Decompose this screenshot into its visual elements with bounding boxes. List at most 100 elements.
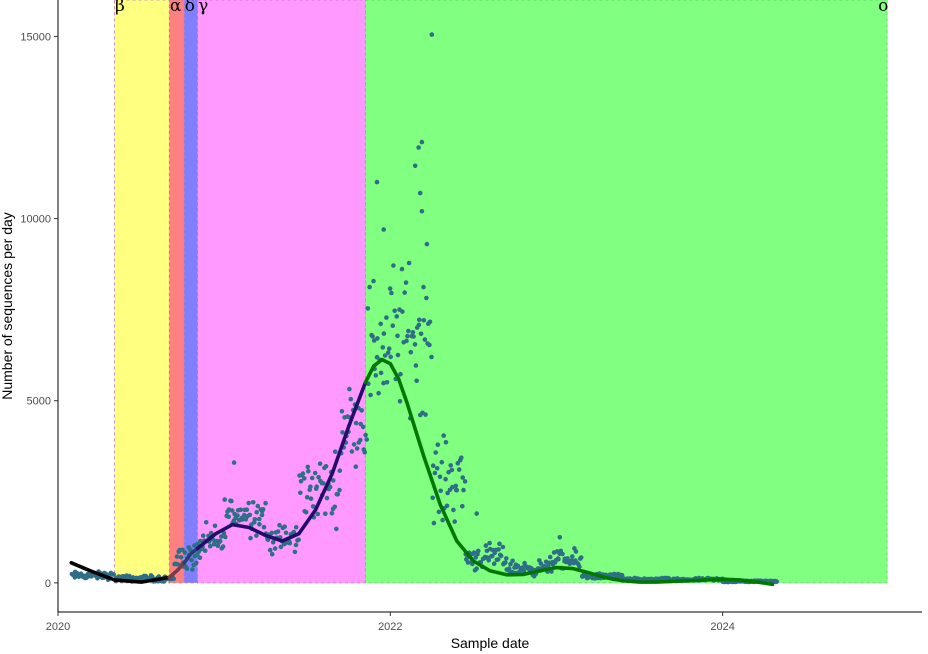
data-point	[282, 524, 288, 529]
data-point	[267, 547, 273, 553]
data-point	[389, 290, 394, 296]
data-point	[385, 350, 391, 356]
data-point	[238, 507, 243, 512]
data-point	[557, 535, 563, 540]
data-point	[231, 460, 237, 465]
data-point	[304, 495, 310, 500]
data-point	[254, 510, 259, 515]
data-point	[292, 549, 298, 555]
data-point	[260, 507, 266, 512]
data-point	[248, 535, 253, 541]
trend-line	[69, 561, 172, 584]
variant-bands	[114, 0, 888, 584]
data-point	[441, 433, 447, 438]
data-point	[395, 333, 400, 339]
data-point	[184, 566, 190, 571]
data-point	[483, 543, 489, 548]
data-point	[263, 500, 268, 506]
data-point	[444, 503, 450, 509]
y-axis-title: Number of sequences per day	[0, 212, 15, 400]
data-point	[395, 352, 401, 358]
variant-band-label: o	[878, 0, 888, 16]
data-point	[394, 314, 400, 319]
data-point	[254, 533, 259, 538]
data-point	[556, 556, 561, 562]
data-point	[429, 32, 435, 37]
data-point	[376, 390, 381, 396]
data-point	[500, 544, 506, 550]
data-point	[421, 318, 427, 323]
data-point	[497, 541, 502, 547]
data-point	[384, 380, 390, 385]
data-point	[220, 544, 226, 549]
trend-line	[195, 380, 368, 551]
data-point	[498, 553, 504, 559]
data-point	[414, 378, 420, 384]
data-point	[404, 338, 409, 344]
variant-band	[183, 0, 198, 584]
data-point	[423, 412, 428, 417]
data-point	[309, 475, 315, 481]
data-point	[406, 328, 411, 334]
data-point	[364, 437, 370, 442]
data-point	[312, 470, 318, 476]
data-point	[354, 446, 360, 451]
data-point	[308, 496, 314, 502]
trend-line	[182, 546, 200, 565]
data-point	[496, 547, 501, 552]
variant-band	[197, 0, 366, 584]
data-point	[171, 576, 176, 581]
data-point	[547, 554, 553, 560]
data-point	[448, 463, 454, 468]
data-point	[439, 459, 445, 465]
data-point	[386, 346, 392, 352]
y-tick-label: 0	[45, 578, 51, 590]
data-point	[270, 540, 276, 545]
data-point	[332, 449, 338, 455]
data-point	[378, 321, 384, 327]
data-point	[418, 331, 424, 337]
data-point	[490, 553, 495, 559]
data-point	[317, 461, 323, 467]
data-point	[316, 474, 321, 480]
variant-band	[364, 0, 888, 584]
data-point	[451, 507, 456, 513]
data-point	[578, 555, 584, 560]
data-point	[460, 503, 465, 509]
data-point	[373, 373, 379, 378]
data-point	[202, 548, 208, 553]
data-point	[247, 512, 253, 518]
data-point	[450, 484, 455, 490]
data-point	[460, 475, 466, 480]
data-point	[433, 450, 439, 455]
variant-band	[168, 0, 185, 584]
data-point	[462, 479, 468, 484]
data-point	[406, 260, 412, 266]
data-point	[246, 500, 251, 506]
data-point	[229, 498, 234, 504]
data-point	[380, 345, 386, 350]
data-point	[223, 534, 228, 540]
data-point	[323, 511, 328, 516]
data-point	[412, 163, 418, 169]
data-point	[446, 469, 451, 475]
data-point	[334, 526, 339, 532]
data-point	[229, 508, 235, 513]
data-point	[194, 560, 199, 566]
data-point	[402, 290, 408, 295]
data-point	[339, 409, 345, 414]
axes	[57, 0, 922, 613]
variant-band-label: β	[115, 0, 125, 16]
data-point	[257, 522, 262, 527]
data-point	[197, 555, 203, 560]
data-point	[323, 464, 329, 469]
data-point	[403, 280, 409, 285]
data-point	[332, 504, 338, 510]
data-point	[437, 474, 443, 480]
data-point	[293, 525, 299, 530]
data-point	[419, 139, 425, 145]
data-point	[427, 319, 433, 325]
data-point	[560, 551, 565, 557]
